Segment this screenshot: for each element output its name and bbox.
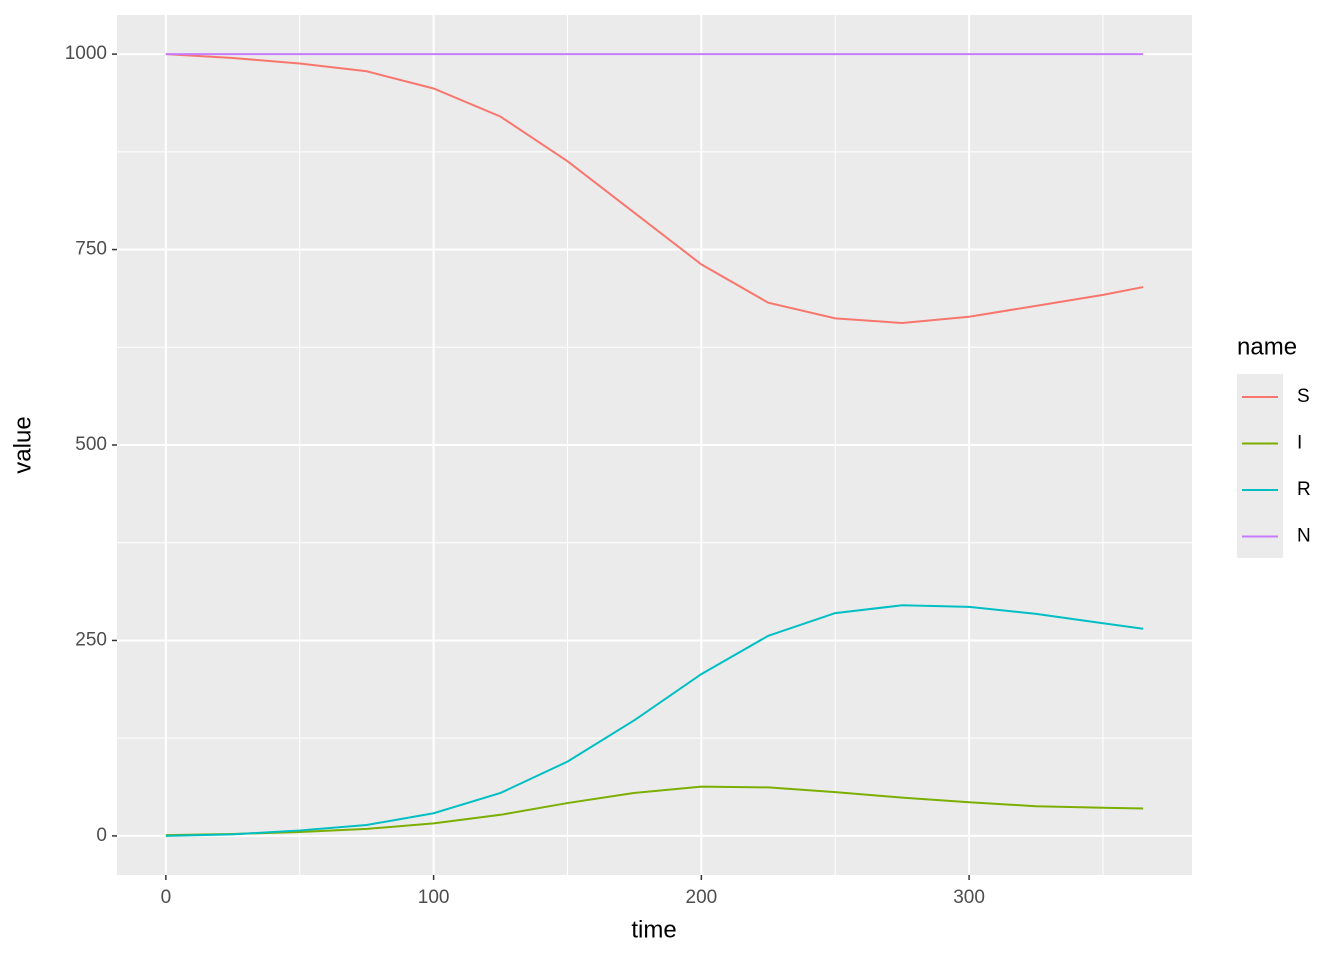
y-tick-label: 750 bbox=[75, 239, 107, 260]
y-axis-title: value bbox=[9, 416, 36, 473]
y-tick-label: 0 bbox=[96, 825, 107, 846]
x-tick-label: 100 bbox=[418, 887, 450, 908]
series-line bbox=[165, 53, 1144, 325]
x-tick-label: 0 bbox=[161, 887, 172, 908]
legend-keys bbox=[1237, 374, 1283, 558]
legend-label: I bbox=[1297, 433, 1302, 454]
x-axis-title: time bbox=[631, 916, 676, 943]
x-tick-label: 300 bbox=[953, 887, 985, 908]
series-line bbox=[165, 785, 1144, 837]
legend-label: N bbox=[1297, 526, 1311, 547]
y-tick-label: 500 bbox=[75, 434, 107, 455]
y-tick-label: 1000 bbox=[65, 43, 107, 64]
y-tick-label: 250 bbox=[75, 629, 107, 650]
legend-label: R bbox=[1297, 479, 1311, 500]
x-tick-label: 200 bbox=[686, 887, 718, 908]
series-line bbox=[165, 604, 1144, 837]
legend-title: name bbox=[1237, 333, 1297, 360]
legend-label: S bbox=[1297, 386, 1310, 407]
